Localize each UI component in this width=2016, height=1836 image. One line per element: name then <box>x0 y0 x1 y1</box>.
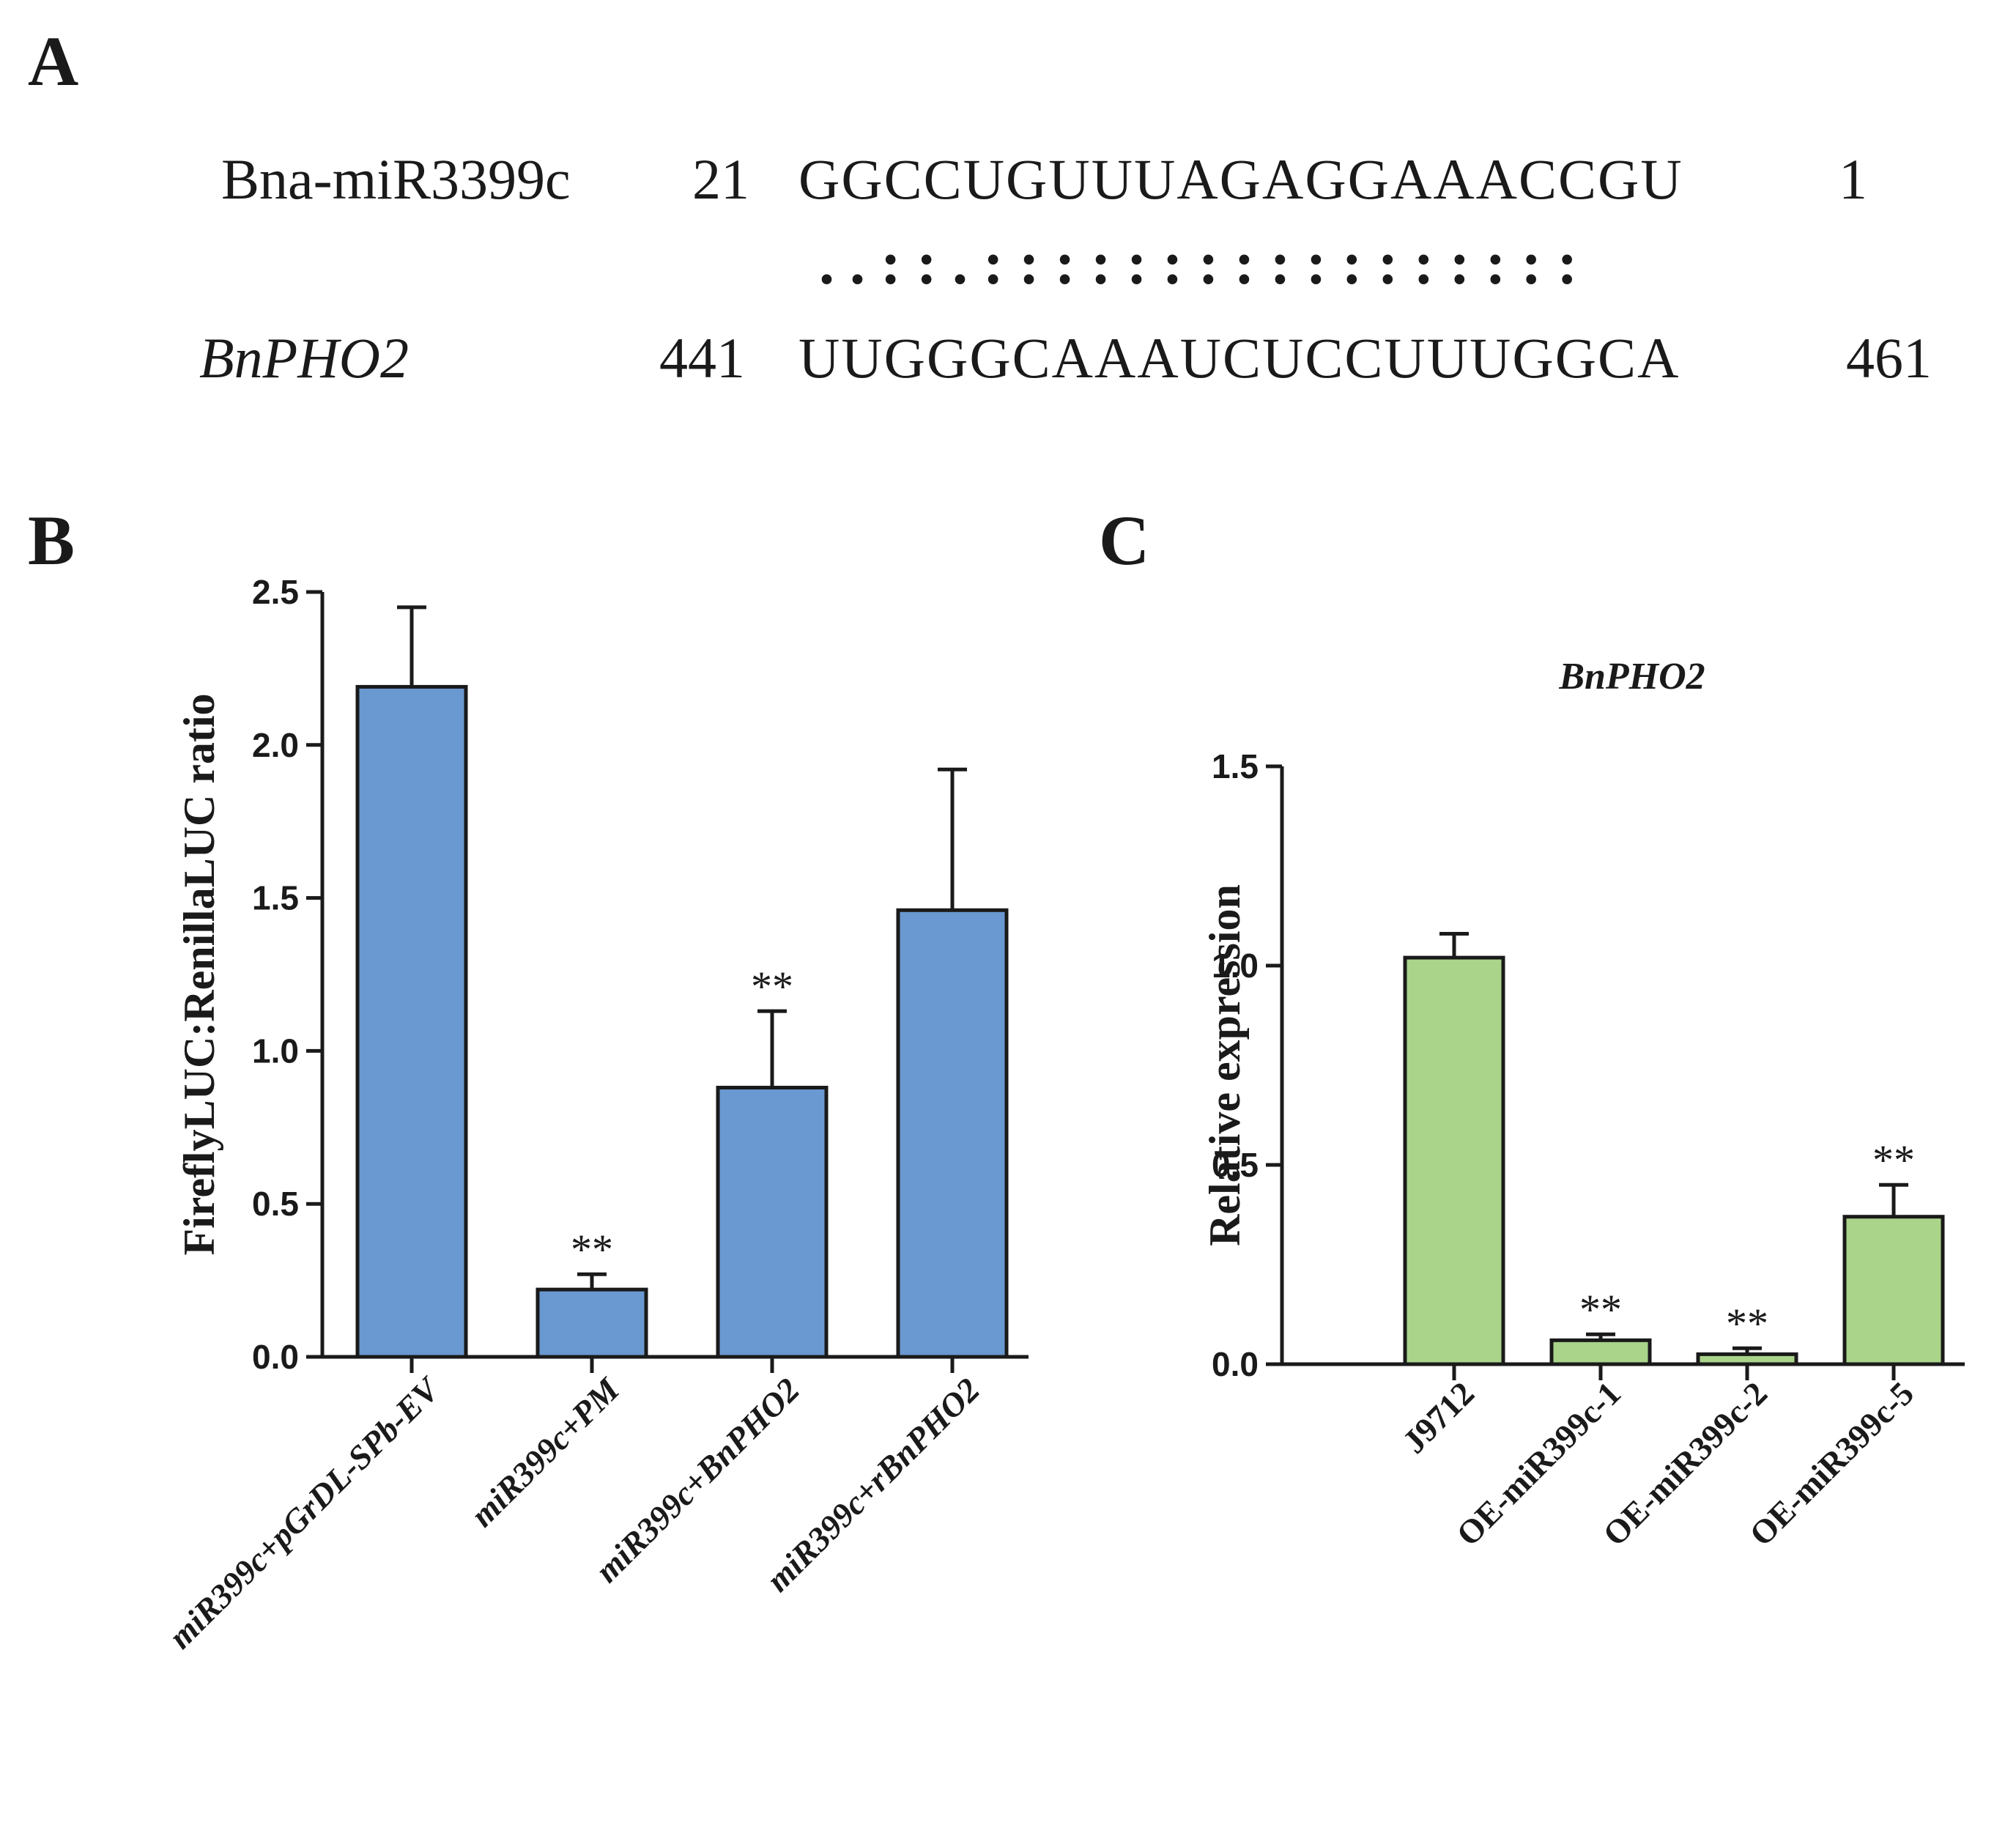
x-category-label: J9712 <box>1396 1374 1481 1460</box>
x-category-label: miR399c+PM <box>463 1370 627 1534</box>
pairing-marks: . . : : . : : : : : : : : : : : : : : : … <box>819 229 1578 297</box>
target-end: 461 <box>1846 326 1932 390</box>
significance-mark: ** <box>571 1226 613 1273</box>
bar <box>896 908 1009 1359</box>
panel-label-a: A <box>28 22 79 100</box>
mirna-sequence: GGCCUGUUUAGAGGAAACCGU <box>798 147 1683 211</box>
y-tick-label: 0.5 <box>252 1185 299 1223</box>
target-start: 441 <box>659 326 745 390</box>
mirna-end: 1 <box>1839 147 1867 211</box>
bar <box>1842 1215 1945 1366</box>
y-axis-label: FireflyLUC:RenillaLUC ratio <box>175 693 223 1255</box>
chart-title: BnPHO2 <box>1558 656 1705 697</box>
bar <box>1696 1352 1798 1366</box>
bar <box>355 684 468 1359</box>
significance-mark: ** <box>1872 1136 1915 1184</box>
y-tick-label: 1.0 <box>1212 947 1259 985</box>
bar <box>716 1086 829 1359</box>
target-name: BnPHO2 <box>199 326 409 390</box>
chart-c-group: 0.0 0.5 1.0 1.5 Relative expression BnPHO2 J97… <box>1201 656 1965 1553</box>
chart-b-group: 0.0 0.5 1.0 1.5 2.0 2.5 FireflyLUC:RenillaLUC … <box>161 573 1029 1656</box>
panel-label-b: B <box>28 501 75 580</box>
y-tick-label: 2.5 <box>252 573 299 611</box>
y-axis-label: Relative expression <box>1201 884 1249 1246</box>
significance-mark: ** <box>1726 1300 1768 1347</box>
panel-label-c: C <box>1099 501 1150 580</box>
target-sequence: UUGGGCAAAUCUCCUUUGGCA <box>798 326 1680 390</box>
significance-mark: ** <box>1579 1286 1622 1333</box>
y-tick-label: 0.5 <box>1212 1146 1259 1184</box>
y-tick-label: 1.5 <box>252 879 299 917</box>
y-tick-label: 1.5 <box>1212 747 1259 785</box>
x-category-label: miR399c+pGrDL-SPb-EV <box>161 1369 448 1656</box>
significance-mark: ** <box>751 963 793 1010</box>
y-tick-label: 2.0 <box>252 726 299 764</box>
bar <box>1549 1338 1652 1366</box>
mirna-start: 21 <box>692 147 749 211</box>
y-tick-label: 0.0 <box>1212 1345 1259 1383</box>
bar <box>536 1287 648 1359</box>
y-tick-label: 0.0 <box>252 1338 299 1376</box>
mirna-name: Bna-miR3399c <box>221 147 571 211</box>
y-tick-label: 1.0 <box>252 1032 299 1070</box>
bar <box>1403 955 1505 1366</box>
